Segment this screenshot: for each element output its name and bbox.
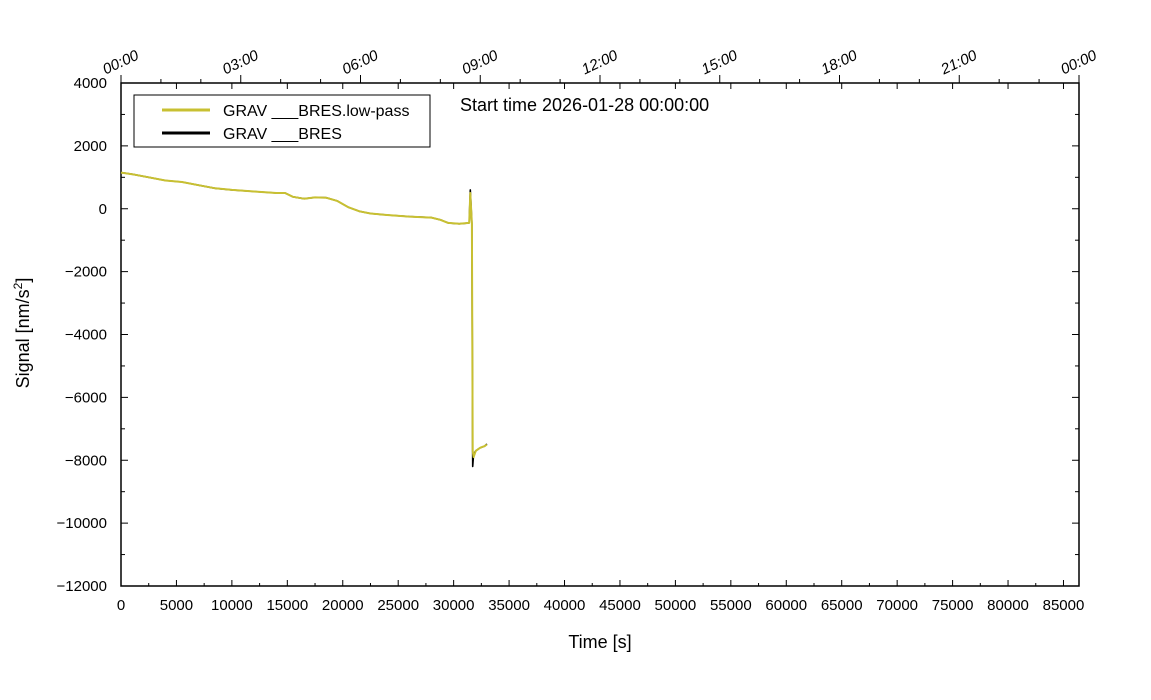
x-tick-label: 60000 [765, 597, 807, 614]
y-tick-label: 2000 [74, 138, 107, 155]
y-axis-title-main: Signal [nm/s [13, 289, 33, 388]
y-axis-title: Signal [nm/s2] [11, 278, 33, 389]
y-tick-label: −2000 [65, 264, 107, 281]
top-tick-label: 00:00 [1058, 47, 1100, 79]
series-line-lowpass [120, 171, 488, 459]
y-tick-label: 4000 [74, 75, 107, 92]
y-tick-label: −4000 [65, 327, 107, 344]
x-tick-label: 25000 [377, 597, 419, 614]
legend-label-raw: GRAV ___BRES [223, 126, 342, 143]
series-line-raw [120, 171, 488, 468]
x-tick-label: 75000 [932, 597, 974, 614]
start-time-annotation: Start time 2026-01-28 00:00:00 [460, 95, 709, 115]
x-tick-label: 0 [117, 597, 125, 614]
top-tick-label: 06:00 [340, 47, 382, 79]
top-tick-label: 18:00 [819, 47, 861, 79]
top-tick-label: 12:00 [579, 47, 621, 79]
legend: GRAV ___BRES.low-pass GRAV ___BRES [133, 94, 431, 148]
x-tick-label: 5000 [160, 597, 193, 614]
top-tick-label: 00:00 [100, 47, 142, 79]
x-tick-label: 15000 [266, 597, 308, 614]
x-tick-label: 20000 [322, 597, 364, 614]
x-tick-label: 50000 [655, 597, 697, 614]
y-tick-label: −6000 [65, 389, 107, 406]
y-axis-title-sup: 2 [11, 282, 25, 289]
y-tick-label: 0 [99, 201, 107, 218]
x-tick-label: 30000 [433, 597, 475, 614]
top-tick-label: 03:00 [220, 47, 262, 79]
x-tick-label: 40000 [544, 597, 586, 614]
y-axis-title-tail: ] [13, 278, 33, 283]
y-tick-label: −12000 [57, 578, 107, 595]
x-tick-label: 45000 [599, 597, 641, 614]
x-tick-label: 35000 [488, 597, 530, 614]
plot-frame [120, 82, 1080, 587]
x-tick-label: 65000 [821, 597, 863, 614]
x-tick-label: 70000 [876, 597, 918, 614]
x-tick-label: 10000 [211, 597, 253, 614]
legend-label-lowpass: GRAV ___BRES.low-pass [223, 103, 409, 120]
top-tick-label: 15:00 [699, 47, 741, 79]
legend-box [133, 94, 431, 148]
x-tick-label: 85000 [1043, 597, 1085, 614]
x-tick-label: 55000 [710, 597, 752, 614]
x-tick-label: 80000 [987, 597, 1029, 614]
y-tick-label: −10000 [57, 515, 107, 532]
x-axis-title: Time [s] [568, 632, 631, 652]
top-tick-label: 09:00 [459, 47, 501, 79]
y-tick-label: −8000 [65, 452, 107, 469]
top-tick-label: 21:00 [938, 47, 981, 79]
